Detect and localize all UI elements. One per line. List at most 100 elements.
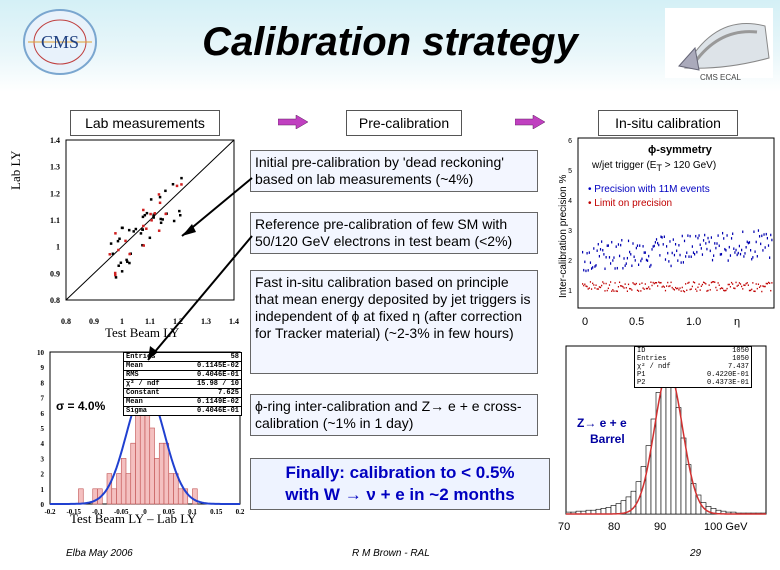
symmetry-point-red <box>601 284 603 287</box>
scatter-y-tick: 0.9 <box>50 269 60 278</box>
symmetry-subtitle-end: > 120 GeV) <box>661 160 717 171</box>
footer-center: R M Brown - RAL <box>352 548 430 559</box>
symmetry-point-blue <box>771 238 773 242</box>
symmetry-point-blue <box>627 239 630 243</box>
symmetry-point-blue <box>711 258 714 262</box>
symmetry-point-red <box>761 290 763 293</box>
scatter-y-tick: 1.3 <box>50 163 60 172</box>
fast-insitu-textbox: Fast in-situ calibration based on princi… <box>250 270 538 374</box>
symmetry-point-red <box>666 285 668 287</box>
symmetry-point-red <box>701 283 704 286</box>
pre-calibration-label: Pre-calibration <box>346 110 462 136</box>
symmetry-point-blue <box>760 242 762 246</box>
z-histogram-bar <box>690 483 697 515</box>
symmetry-point-red <box>635 282 637 285</box>
symmetry-point-blue <box>723 237 725 240</box>
symmetry-point-blue <box>648 254 650 258</box>
symmetry-point-red <box>745 282 747 285</box>
scatter-y-tick: 1.2 <box>50 189 60 198</box>
stats-value: 0.1145E-02 <box>196 362 239 370</box>
histogram-x-tick: 0 <box>143 508 147 516</box>
symmetry-point-red <box>650 281 652 283</box>
symmetry-point-red <box>691 285 693 288</box>
symmetry-point-blue <box>630 253 632 256</box>
symmetry-point-red <box>734 287 736 290</box>
scatter-point <box>145 227 148 230</box>
scatter-x-tick: 1 <box>120 317 124 326</box>
symmetry-point-blue <box>753 230 755 233</box>
scatter-point <box>142 244 145 247</box>
histogram-bar <box>78 488 84 505</box>
symmetry-point-blue <box>687 234 689 237</box>
symmetry-point-red <box>624 283 626 285</box>
stats-value: 0.4220E-01 <box>706 371 749 379</box>
symmetry-point-blue <box>599 248 602 251</box>
symmetry-point-red <box>629 287 631 290</box>
symmetry-point-blue <box>602 248 604 252</box>
histogram-y-tick: 9 <box>41 364 45 372</box>
symmetry-point-red <box>748 289 751 292</box>
scatter-point <box>132 230 135 233</box>
symmetry-point-blue <box>770 233 772 237</box>
symmetry-point-red <box>738 282 740 284</box>
scatter-point <box>126 260 129 263</box>
symmetry-point-red <box>611 290 613 292</box>
scatter-y-tick: 1 <box>56 243 60 252</box>
symmetry-point-blue <box>620 243 622 247</box>
symmetry-point-blue <box>633 255 635 259</box>
symmetry-point-blue <box>590 267 593 270</box>
symmetry-point-red <box>707 289 709 292</box>
scatter-point <box>124 239 127 243</box>
symmetry-point-red <box>585 285 587 287</box>
symmetry-point-blue <box>692 251 695 254</box>
symmetry-point-blue <box>640 259 642 263</box>
scatter-point <box>142 224 145 228</box>
symmetry-point-blue <box>744 252 746 255</box>
symmetry-point-red <box>713 281 715 283</box>
scatter-point <box>114 273 117 277</box>
symmetry-point-blue <box>645 258 648 262</box>
symmetry-point-red <box>602 281 604 283</box>
symmetry-point-red <box>661 286 663 288</box>
symmetry-point-red <box>607 287 609 290</box>
symmetry-point-blue <box>716 242 718 245</box>
histogram-x-tick: -0.05 <box>114 508 129 516</box>
symmetry-point-blue <box>593 247 595 250</box>
symmetry-point-blue <box>688 255 690 258</box>
histogram-y-tick: 5 <box>41 425 45 433</box>
symmetry-point-blue <box>706 247 708 251</box>
symmetry-point-red <box>595 284 597 286</box>
symmetry-point-red <box>596 288 598 290</box>
symmetry-point-red <box>612 289 614 291</box>
symmetry-point-red <box>700 285 702 287</box>
scatter-point <box>125 258 128 262</box>
symmetry-point-red <box>762 285 764 287</box>
symmetry-point-red <box>728 283 730 286</box>
symmetry-point-red <box>708 284 710 286</box>
symmetry-point-blue <box>707 236 709 240</box>
symmetry-point-red <box>695 288 697 290</box>
symmetry-point-blue <box>769 256 771 259</box>
symmetry-point-red <box>616 290 618 293</box>
symmetry-point-red <box>683 290 686 293</box>
scatter-point <box>113 271 117 275</box>
histogram-bar <box>149 427 155 505</box>
symmetry-point-red <box>743 284 745 286</box>
symmetry-point-blue <box>611 240 613 244</box>
symmetry-point-red <box>670 281 672 284</box>
symmetry-point-red <box>660 281 662 284</box>
symmetry-point-red <box>677 287 679 290</box>
scatter-point <box>141 228 144 231</box>
symmetry-point-red <box>736 285 738 287</box>
z-stats-box: ID 1050 Entries 1050 χ² / ndf 7.437 P1 0.4220E-… <box>634 346 752 388</box>
symmetry-point-blue <box>661 236 663 239</box>
symmetry-point-blue <box>607 244 609 247</box>
symmetry-point-red <box>641 282 643 284</box>
scatter-y-tick: 1.4 <box>50 136 60 145</box>
stats-key: P1 <box>637 371 646 379</box>
symmetry-point-red <box>617 285 620 288</box>
symmetry-point-blue <box>634 259 636 262</box>
symmetry-point-blue <box>762 249 764 252</box>
symmetry-point-red <box>676 287 678 290</box>
